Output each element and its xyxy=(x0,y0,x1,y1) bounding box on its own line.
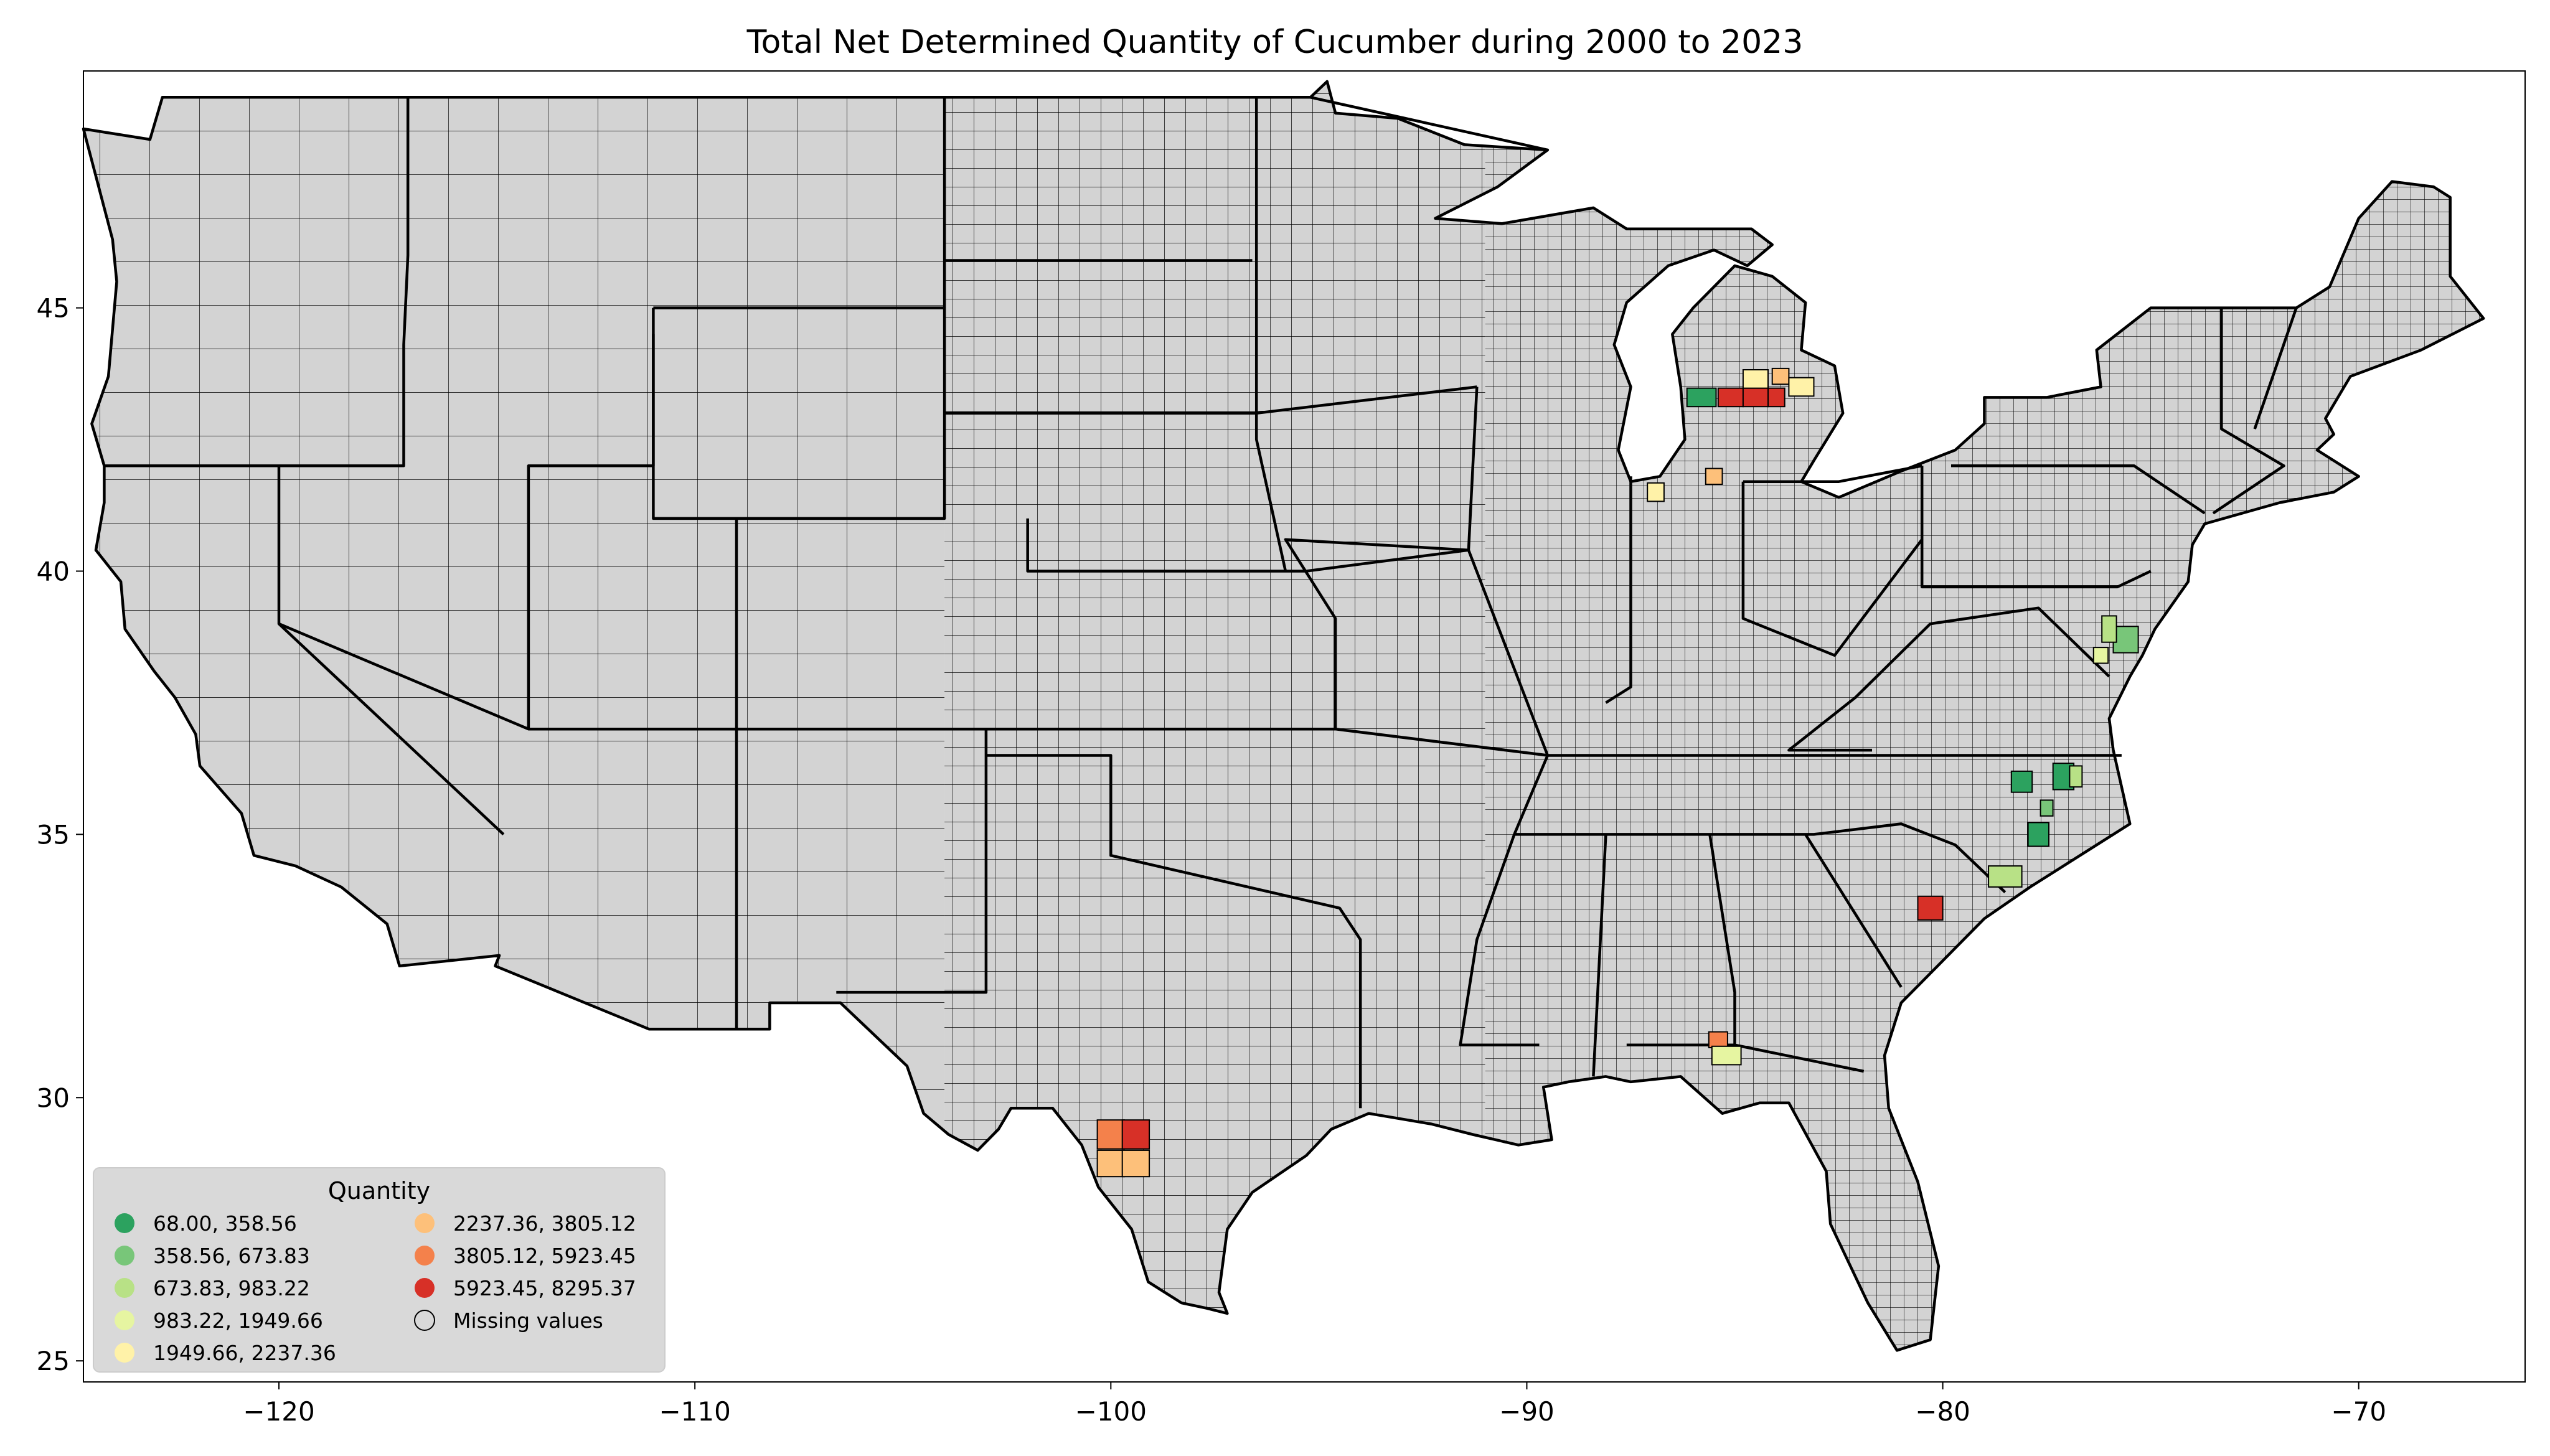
y-tick-label: 40 xyxy=(37,556,70,586)
y-tick-label: 25 xyxy=(37,1346,70,1376)
x-tick-label: −120 xyxy=(243,1396,314,1427)
y-axis: 25 30 35 40 45 xyxy=(37,293,83,1376)
legend-marker xyxy=(415,1213,435,1233)
legend-marker xyxy=(115,1343,134,1363)
county-highlight xyxy=(1917,895,1944,921)
legend-label: 3805.12, 5923.45 xyxy=(453,1244,636,1268)
legend-label: 2237.36, 3805.12 xyxy=(453,1211,636,1236)
legend-label: 673.83, 983.22 xyxy=(153,1276,310,1300)
legend-marker xyxy=(415,1246,435,1266)
y-tick-label: 35 xyxy=(37,819,70,850)
legend: Quantity 68.00, 358.56 358.56, 673.83 67… xyxy=(93,1167,666,1373)
legend-marker xyxy=(415,1278,435,1298)
legend-label: 983.22, 1949.66 xyxy=(153,1308,323,1333)
x-tick-label: −80 xyxy=(1915,1396,1970,1427)
x-tick-label: −110 xyxy=(659,1396,730,1427)
legend-marker xyxy=(414,1310,435,1331)
county-highlight xyxy=(1742,369,1769,389)
y-tick-label: 45 xyxy=(37,293,70,324)
county-highlight xyxy=(1742,387,1769,408)
county-highlight xyxy=(2027,822,2050,847)
legend-box xyxy=(93,1167,666,1373)
x-tick-label: −70 xyxy=(2331,1396,2386,1427)
county-highlight xyxy=(2069,765,2083,788)
county-highlight xyxy=(2010,770,2033,793)
county-highlight xyxy=(2112,626,2139,654)
county-highlight xyxy=(1705,467,1723,485)
legend-marker xyxy=(115,1278,134,1298)
county-highlight xyxy=(1708,1031,1728,1048)
x-axis: −120 −110 −100 −90 −80 −70 xyxy=(243,1382,2386,1427)
map-title: Total Net Determined Quantity of Cucumbe… xyxy=(746,24,1804,61)
x-tick-label: −100 xyxy=(1075,1396,1147,1427)
county-highlight xyxy=(1988,865,2023,888)
legend-label: 68.00, 358.56 xyxy=(153,1211,297,1236)
legend-marker xyxy=(115,1213,134,1233)
county-highlight xyxy=(1096,1119,1125,1150)
county-highlight xyxy=(1686,387,1717,408)
legend-label: 358.56, 673.83 xyxy=(153,1244,310,1268)
legend-marker xyxy=(115,1246,134,1266)
county-highlight xyxy=(2040,799,2054,817)
county-highlight xyxy=(1717,387,1744,408)
legend-label: 5923.45, 8295.37 xyxy=(453,1276,636,1300)
county-highlight xyxy=(1096,1149,1125,1178)
legend-label: Missing values xyxy=(453,1308,603,1333)
x-tick-label: −90 xyxy=(1499,1396,1555,1427)
highlighted-counties xyxy=(1096,367,2139,1178)
county-highlight xyxy=(1771,367,1790,385)
county-highlight xyxy=(1767,387,1785,408)
y-tick-label: 30 xyxy=(37,1083,70,1113)
legend-marker xyxy=(115,1310,134,1330)
county-highlight xyxy=(1121,1119,1150,1150)
county-highlight xyxy=(2092,647,2109,664)
county-highlight xyxy=(1647,482,1665,502)
county-highlight xyxy=(1788,377,1815,397)
county-highlight xyxy=(1711,1045,1742,1066)
legend-label: 1949.66, 2237.36 xyxy=(153,1341,336,1365)
legend-title: Quantity xyxy=(328,1177,430,1205)
county-highlight xyxy=(1121,1149,1150,1178)
county-highlight xyxy=(2101,615,2117,643)
